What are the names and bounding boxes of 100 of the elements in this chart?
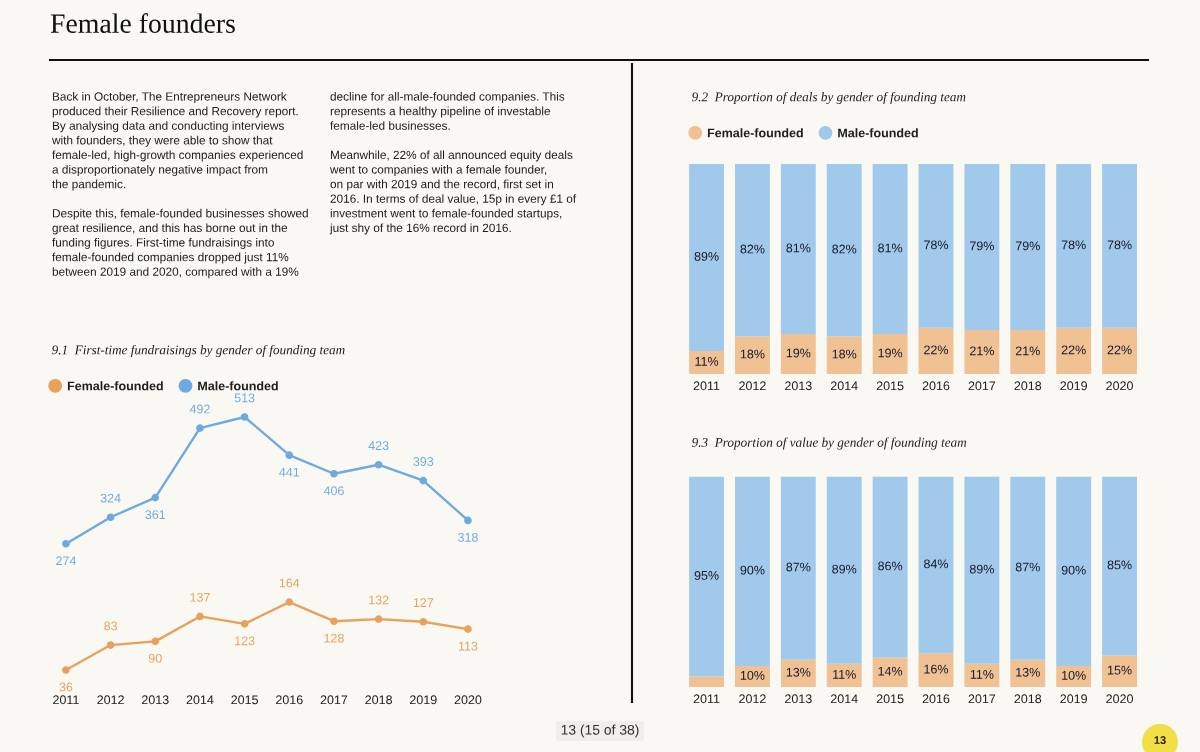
bar: [1056, 665, 1092, 687]
legend-label: Male-founded: [198, 381, 278, 391]
point: [464, 516, 472, 525]
data-label: 361: [145, 510, 166, 520]
bar: [1056, 476, 1092, 666]
data-label: 18%: [740, 349, 765, 359]
bar: [964, 164, 1000, 330]
bar: [735, 476, 770, 666]
x-tick-label: 2012: [739, 694, 766, 704]
point: [151, 493, 160, 502]
point: [374, 460, 383, 469]
x-tick-label: 2013: [142, 695, 169, 705]
data-label: 19%: [786, 348, 811, 358]
bar: [1010, 164, 1046, 330]
data-label: 16%: [924, 664, 949, 674]
bar: [872, 164, 908, 335]
data-label: 81%: [786, 243, 811, 253]
x-tick-label: 2018: [1014, 694, 1042, 704]
x-tick-label: 2013: [785, 381, 812, 391]
text: decline for all-male-founded companies. This represents a healthy pipeline of investable female-led businesses. Meanwhile, 22% of all announced equity deals went to companies with a female founder, on par with 2019 and the record, first set in 2016. In terms of deal value, 15p in every £1 of investment went to female-founded startups, just shy of the 16% record in 2016.: [329, 92, 577, 235]
bar: [826, 663, 862, 687]
x-tick-label: 2018: [365, 695, 392, 705]
bar: [1010, 659, 1046, 687]
data-label: 492: [189, 404, 210, 414]
x-tick-label: 2020: [1106, 694, 1133, 704]
data-label: 95%: [694, 570, 719, 580]
x-tick-label: 2017: [968, 381, 996, 391]
data-label: 13%: [1016, 667, 1040, 677]
data-label: 164: [279, 578, 300, 588]
x-tick-label: 2011: [53, 695, 79, 705]
point: [285, 598, 294, 606]
x-tick-label: 2014: [830, 381, 858, 391]
x-tick-label: 2017: [320, 695, 348, 705]
point: [106, 513, 115, 522]
data-label: 10%: [1062, 670, 1086, 680]
point: [106, 641, 115, 649]
data-label: 393: [413, 457, 434, 466]
data-label: 87%: [786, 562, 811, 572]
bar: [1102, 476, 1137, 656]
bar: [872, 334, 908, 374]
data-label: 113: [458, 641, 478, 651]
data-label: 123: [235, 636, 255, 646]
x-tick-label: 2013: [785, 694, 812, 704]
text: Female founders: [50, 13, 235, 33]
point: [330, 469, 338, 478]
x-tick-label: 2019: [1060, 694, 1087, 704]
point: [240, 413, 249, 421]
x-tick-label: 2020: [1106, 381, 1133, 391]
point: [62, 666, 70, 674]
bar: [1010, 329, 1046, 374]
data-label: 78%: [924, 240, 949, 250]
text: Back in October, The Entrepreneurs Network produced their Resilience and Recovery report. By analysing data and conducting interviews with founders, they were able to show that female-led, high-growth companies experienced a disproportionately negative impact from the pandemic. Despite this, female-founded businesses showed great resilience, and this has borne out in the funding figures. First-time fundraisings into female-founded companies dropped just 11% between 2019 and 2020, compared with a 19%: [51, 92, 308, 279]
data-label: 90: [148, 653, 162, 663]
bar: [872, 476, 908, 658]
data-label: 82%: [740, 244, 765, 254]
point: [285, 451, 294, 460]
bar: [964, 476, 1000, 664]
data-label: 78%: [1061, 240, 1086, 250]
bar: [1102, 327, 1137, 374]
chart-title: 9.1 First-time fundraisings by gender of founding team: [51, 344, 345, 358]
bar: [918, 327, 954, 374]
data-label: 82%: [832, 244, 857, 254]
bar: [1102, 164, 1137, 328]
data-label: 79%: [970, 241, 994, 251]
chart-title: 9.2 Proportion of deals by gender of founding team: [691, 91, 966, 105]
point: [151, 637, 160, 646]
data-label: 13%: [786, 667, 811, 677]
x-tick-label: 2016: [276, 695, 303, 705]
data-label: 15%: [1108, 665, 1132, 675]
x-tick-label: 2019: [410, 695, 437, 705]
legend-label: Female-founded: [707, 128, 803, 138]
x-tick-label: 2020: [454, 695, 482, 705]
bar: [826, 476, 862, 664]
data-label: 83: [104, 621, 118, 631]
bar: [689, 676, 724, 687]
data-label: 81%: [878, 243, 903, 253]
data-label: 36: [59, 682, 73, 692]
data-label: 132: [369, 595, 389, 605]
x-tick-label: 2012: [739, 381, 766, 391]
x-tick-label: 2018: [1014, 381, 1042, 391]
bar: [826, 164, 862, 337]
data-label: 90%: [740, 565, 765, 575]
data-label: 18%: [832, 349, 857, 359]
data-label: 89%: [969, 564, 994, 574]
data-label: 90%: [1061, 565, 1086, 575]
data-label: 11%: [695, 357, 719, 366]
bar: [872, 657, 908, 687]
data-label: 406: [323, 486, 344, 496]
data-label: 78%: [1107, 240, 1132, 250]
bar: [918, 164, 954, 328]
x-tick-label: 2016: [922, 694, 950, 704]
point: [419, 476, 428, 485]
bar: [780, 334, 816, 374]
data-label: 137: [190, 592, 210, 602]
bar: [1056, 327, 1092, 374]
legend-label: Female-founded: [67, 381, 163, 391]
x-tick-label: 2015: [876, 694, 904, 704]
bar: [1102, 655, 1137, 687]
legend-label: Male-founded: [838, 128, 918, 138]
point: [62, 539, 70, 548]
